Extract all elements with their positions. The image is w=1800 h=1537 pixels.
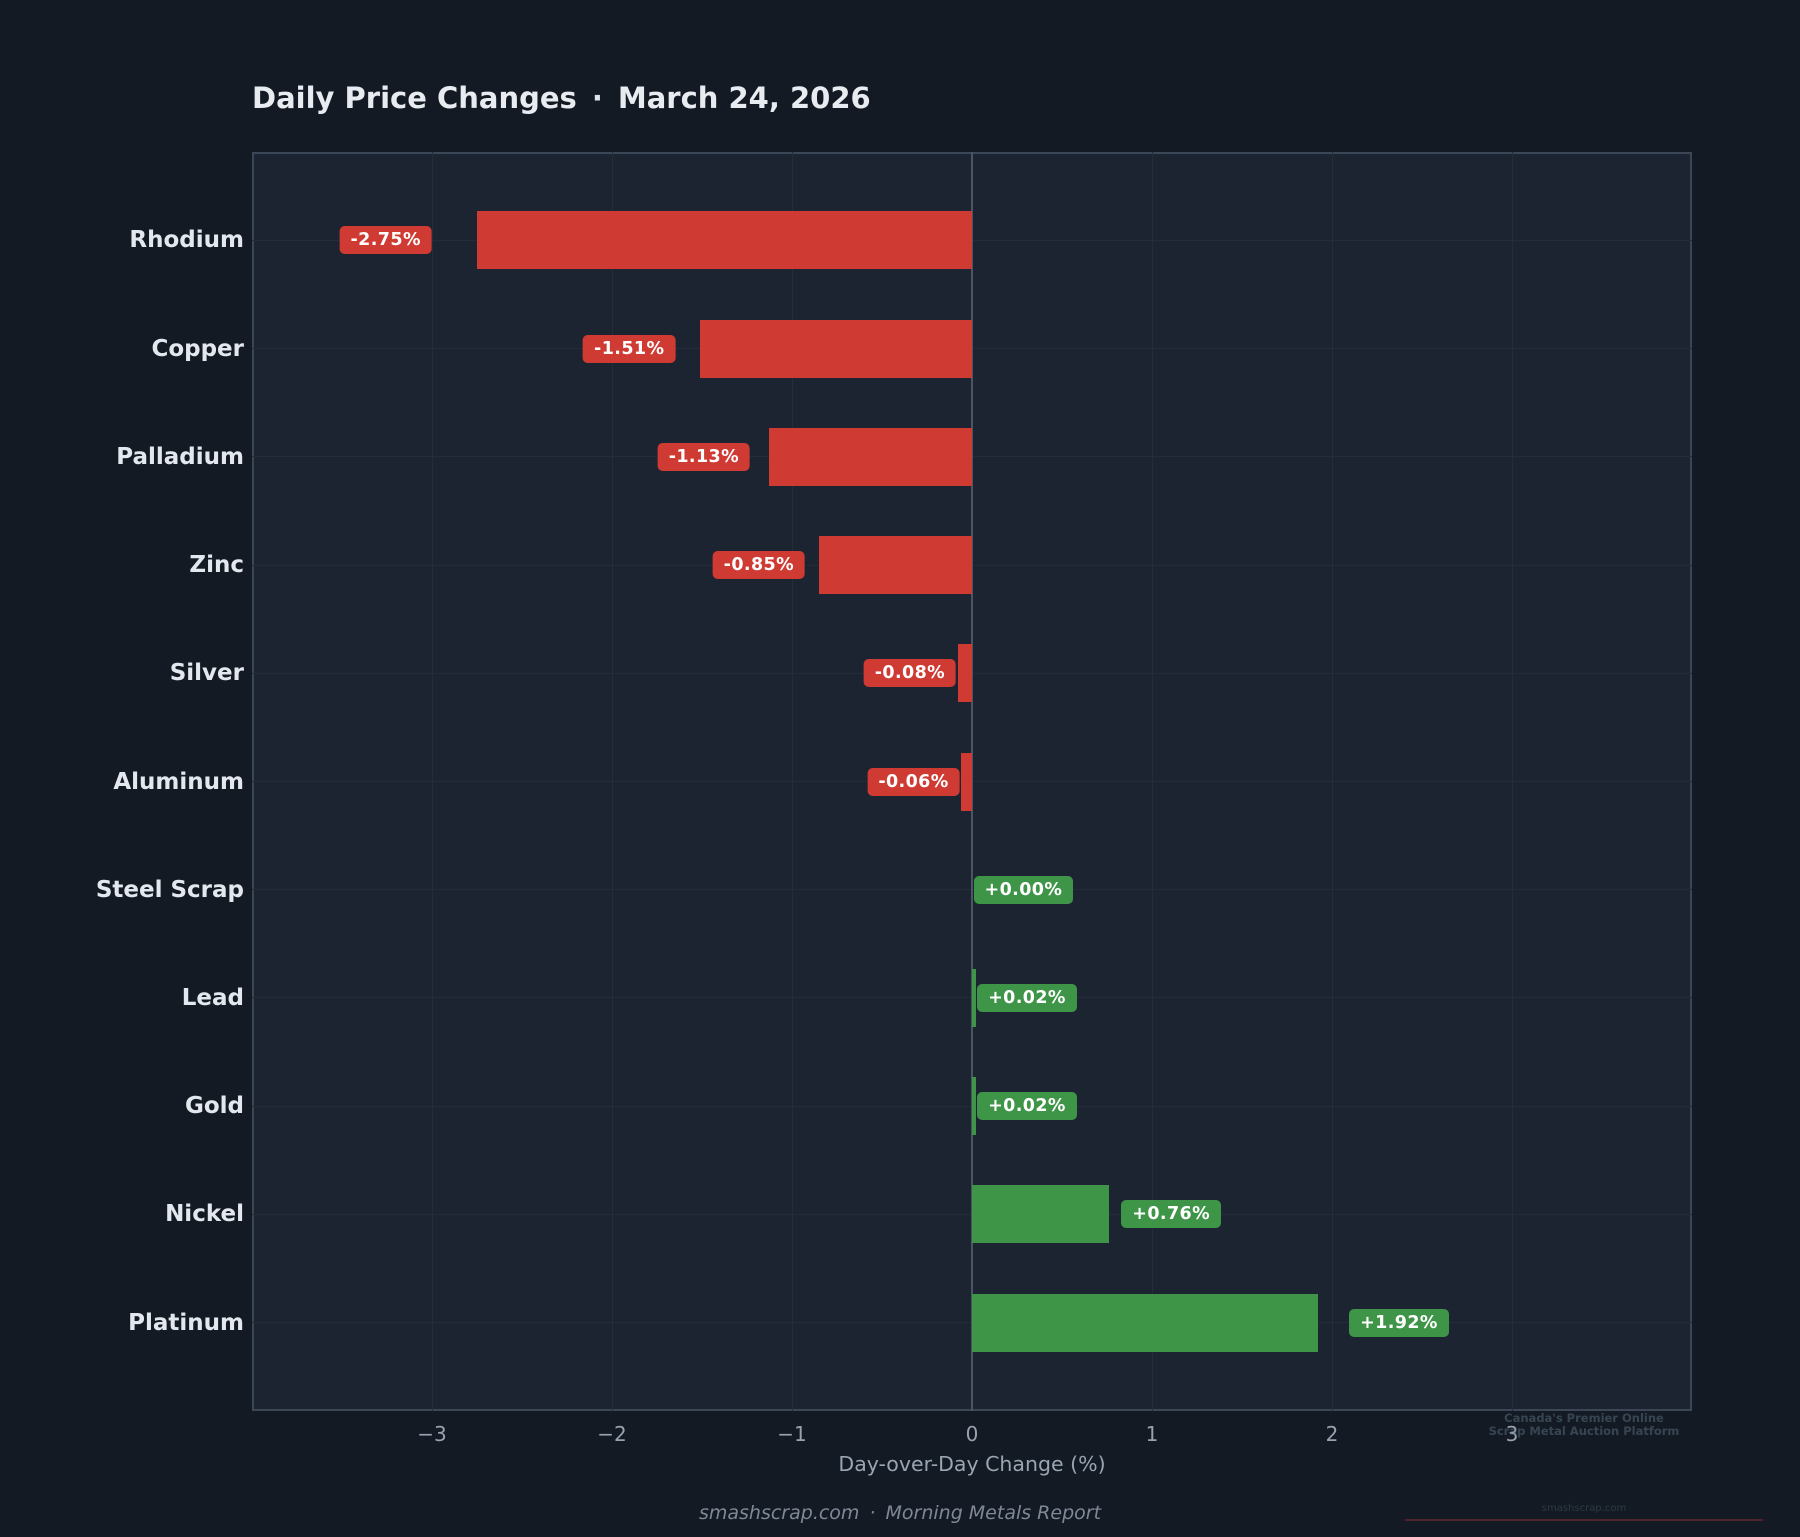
value-badge-copper: -1.51%	[583, 334, 676, 363]
footer: smashscrap.com · Morning Metals Report	[0, 1502, 1800, 1524]
watermark-line1: Canada's Premier Online	[1504, 1411, 1664, 1425]
value-badge-nickel: +0.76%	[1121, 1200, 1222, 1229]
x-tick-label-0: 0	[965, 1422, 979, 1446]
category-label-rhodium: Rhodium	[129, 227, 244, 254]
bar-platinum	[972, 1293, 1318, 1352]
bar-palladium	[768, 427, 972, 486]
value-badge-rhodium: -2.75%	[339, 226, 432, 255]
x-tick-label-−1: −1	[777, 1422, 807, 1446]
category-label-nickel: Nickel	[165, 1201, 244, 1228]
chart-title-date: March 24, 2026	[617, 81, 871, 115]
bar-silver	[957, 644, 972, 703]
bar-rhodium	[477, 211, 972, 270]
value-badge-palladium: -1.13%	[657, 442, 751, 471]
x-tick-label-1: 1	[1145, 1422, 1159, 1446]
title-separator-dot: ·	[591, 81, 603, 115]
bar-nickel	[972, 1185, 1109, 1244]
chart-title-text: Daily Price Changes	[252, 81, 577, 115]
category-label-steel-scrap: Steel Scrap	[95, 876, 244, 903]
category-label-copper: Copper	[151, 335, 244, 362]
value-badge-steel-scrap: +0.00%	[973, 875, 1074, 904]
chart-title: Daily Price Changes · March 24, 2026	[252, 79, 871, 117]
footer-separator-dot: ·	[869, 1502, 876, 1524]
category-label-zinc: Zinc	[189, 552, 244, 579]
value-badge-lead: +0.02%	[977, 983, 1077, 1012]
bar-lead	[972, 968, 976, 1027]
zero-axis-line	[971, 152, 973, 1411]
x-axis-label: Day-over-Day Change (%)	[838, 1452, 1106, 1476]
value-badge-zinc: -0.85%	[712, 551, 806, 580]
category-label-aluminum: Aluminum	[113, 768, 244, 795]
x-tick-label-3: 3	[1505, 1422, 1519, 1446]
bar-aluminum	[961, 752, 972, 811]
x-tick-label-−2: −2	[597, 1422, 627, 1446]
category-label-silver: Silver	[169, 660, 244, 687]
category-label-palladium: Palladium	[116, 443, 244, 470]
category-label-gold: Gold	[184, 1093, 244, 1120]
value-badge-aluminum: -0.06%	[867, 767, 960, 796]
category-label-platinum: Platinum	[128, 1309, 244, 1336]
value-badge-silver: -0.08%	[863, 659, 957, 688]
watermark-logo-text: Canada's Premier Online Scrap Metal Auct…	[1466, 1412, 1702, 1438]
footer-site: smashscrap.com	[698, 1502, 860, 1524]
bar-zinc	[819, 536, 972, 595]
value-badge-gold: +0.02%	[977, 1092, 1077, 1121]
watermark-rule	[1405, 1519, 1763, 1521]
bar-copper	[700, 319, 972, 378]
bar-gold	[972, 1077, 976, 1136]
x-tick-label-2: 2	[1325, 1422, 1339, 1446]
watermark-site: smashscrap.com	[1541, 1503, 1627, 1514]
watermark-line2: Scrap Metal Auction Platform	[1488, 1424, 1680, 1438]
x-tick-label-−3: −3	[417, 1422, 447, 1446]
footer-report: Morning Metals Report	[885, 1502, 1102, 1524]
value-badge-platinum: +1.92%	[1349, 1308, 1449, 1337]
category-label-lead: Lead	[181, 984, 244, 1011]
